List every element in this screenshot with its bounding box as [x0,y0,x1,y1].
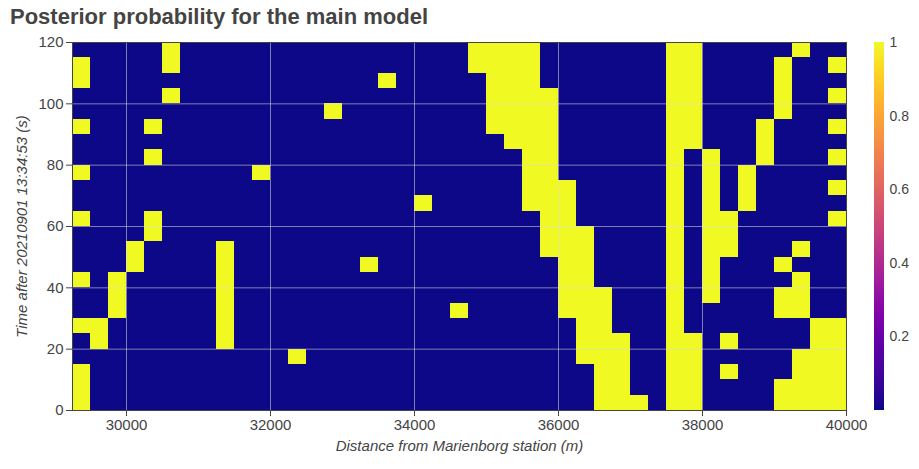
svg-text:40: 40 [47,279,64,296]
svg-text:0.2: 0.2 [890,328,910,344]
svg-text:38000: 38000 [682,416,724,433]
svg-text:Distance from Marienborg stati: Distance from Marienborg station (m) [336,437,584,454]
svg-text:0: 0 [55,401,63,418]
svg-text:40000: 40000 [826,416,868,433]
svg-text:0.6: 0.6 [890,181,910,197]
html-text:Posterior probability for the: Posterior probability for the main model [10,4,429,29]
svg-text:120: 120 [38,33,63,50]
svg-text:60: 60 [47,217,64,234]
svg-text:32000: 32000 [250,416,292,433]
svg-text:0.4: 0.4 [890,255,910,271]
svg-text:36000: 36000 [538,416,580,433]
svg-text:34000: 34000 [394,416,436,433]
svg-text:20: 20 [47,340,64,357]
svg-text:0.8: 0.8 [890,108,910,124]
svg-text:Time after 20210901 13:34:53 (: Time after 20210901 13:34:53 (s) [13,115,30,338]
svg-text:80: 80 [47,156,64,173]
svg-text:30000: 30000 [106,416,148,433]
svg-text:100: 100 [38,95,63,112]
svg-text:1: 1 [890,34,898,50]
